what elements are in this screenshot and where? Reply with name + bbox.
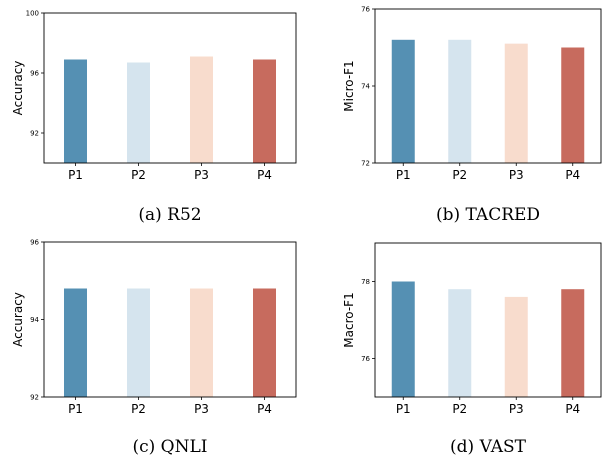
x-tick-label: P3	[194, 402, 209, 416]
y-axis-label: Accuracy	[11, 292, 25, 347]
y-tick-label: 74	[361, 83, 370, 91]
y-tick-label: 92	[30, 130, 39, 138]
panel-caption: (b) TACRED	[436, 205, 540, 225]
y-tick-label: 92	[30, 394, 39, 402]
y-tick-label: 76	[361, 355, 370, 363]
x-tick-label: P2	[452, 402, 467, 416]
bar-p2	[127, 288, 150, 397]
panel-caption: (c) QNLI	[132, 437, 207, 457]
x-tick-label: P4	[565, 168, 580, 182]
axes-frame	[374, 242, 602, 398]
y-tick-label: 96	[30, 70, 39, 78]
panel-caption: (d) VAST	[450, 437, 527, 457]
bar-p2	[448, 39, 472, 163]
bar-p4	[253, 59, 276, 163]
x-tick-label: P3	[194, 168, 209, 182]
bar-p2	[448, 289, 472, 397]
x-tick-label: P4	[257, 168, 272, 182]
bar-p3	[504, 43, 528, 163]
bar-p1	[391, 281, 415, 397]
y-tick-label: 94	[30, 316, 39, 324]
x-tick-label: P2	[131, 402, 146, 416]
x-tick-label: P4	[257, 402, 272, 416]
y-tick-label: 76	[361, 6, 370, 14]
panel-caption: (a) R52	[138, 205, 201, 225]
bar-p4	[561, 47, 585, 163]
bar-p1	[391, 39, 415, 163]
bar-p3	[190, 56, 213, 163]
x-tick-label: P1	[68, 402, 83, 416]
y-tick-label: 72	[361, 160, 370, 168]
chart-panel-3: P1 P2 P3 P4 92 94 96 Accuracy (c) QNLI	[11, 239, 297, 457]
y-axis-label: Macro-F1	[342, 292, 356, 347]
bar-p3	[504, 296, 528, 397]
chart-panel-1: P1 P2 P3 P4 92 96 100 Accuracy (a) R52	[11, 10, 297, 225]
y-axis-label: Micro-F1	[342, 60, 356, 111]
bar-p1	[64, 288, 87, 397]
x-tick-label: P2	[452, 168, 467, 182]
bar-p3	[190, 288, 213, 397]
axes-frame	[43, 241, 297, 398]
y-axis-label: Accuracy	[11, 61, 25, 116]
axes-frame	[43, 12, 297, 164]
axes-frame	[374, 8, 602, 164]
x-tick-label: P1	[396, 168, 411, 182]
chart-panel-4: P1 P2 P3 P4 76 78 Macro-F1 (d) VAST	[342, 242, 602, 457]
chart-panel-2: P1 P2 P3 P4 72 74 76 Micro-F1 (b) TACRED	[342, 6, 602, 225]
x-tick-label: P1	[396, 402, 411, 416]
x-tick-label: P4	[565, 402, 580, 416]
bar-p2	[127, 62, 150, 163]
x-tick-label: P2	[131, 168, 146, 182]
bar-p1	[64, 59, 87, 163]
y-tick-label: 96	[30, 239, 39, 247]
bar-p4	[253, 288, 276, 397]
y-tick-label: 100	[26, 10, 39, 18]
y-tick-label: 78	[361, 278, 370, 286]
x-tick-label: P3	[509, 168, 524, 182]
x-tick-label: P3	[509, 402, 524, 416]
bar-p4	[561, 289, 585, 397]
x-tick-label: P1	[68, 168, 83, 182]
